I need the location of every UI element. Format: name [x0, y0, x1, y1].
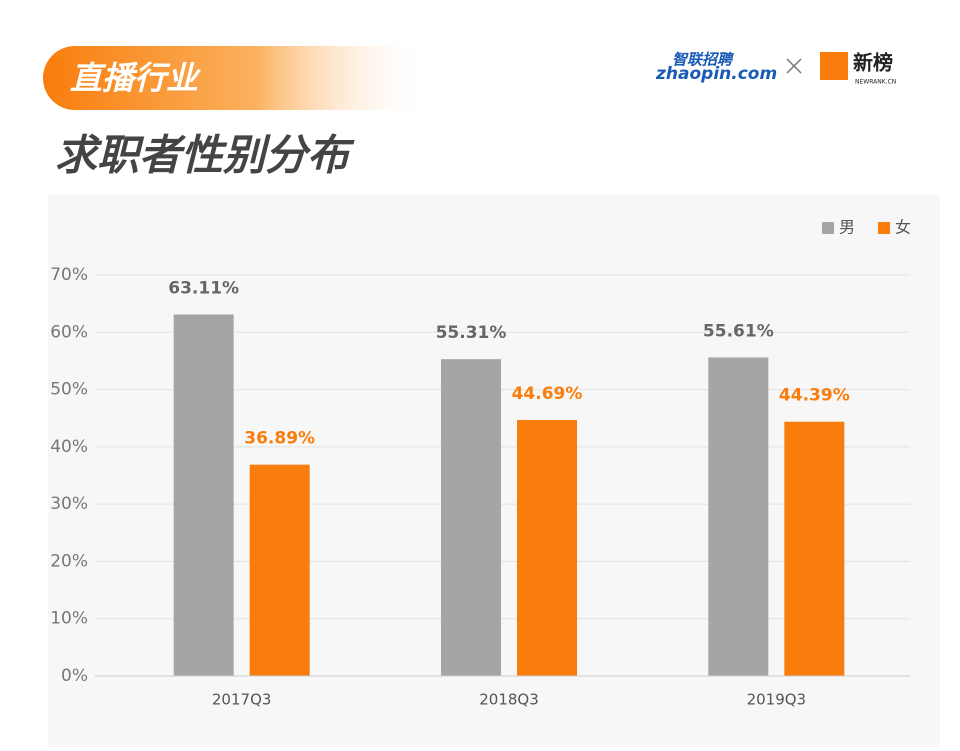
x-tick-label: 2018Q3	[479, 691, 539, 709]
header-title: 求职者性别分布	[55, 131, 355, 180]
x-tick-label: 2017Q3	[212, 691, 272, 709]
y-tick-label: 0%	[61, 666, 88, 686]
legend-label: 女	[895, 218, 911, 237]
bar	[708, 357, 769, 676]
value-label: 55.61%	[703, 321, 774, 341]
value-label: 55.31%	[436, 323, 507, 343]
bar	[517, 419, 577, 676]
logo-zhaopin-en: zhaopin.com	[655, 64, 777, 84]
value-label: 36.89%	[244, 429, 315, 449]
bar	[441, 359, 501, 676]
tag-pill	[43, 46, 430, 110]
header-tag: 直播行业	[70, 59, 201, 97]
y-tick-label: 70%	[50, 265, 88, 285]
y-tick-label: 60%	[50, 322, 88, 342]
y-tick-label: 30%	[50, 494, 88, 514]
logo-cross	[786, 58, 802, 74]
value-label: 63.11%	[168, 278, 239, 298]
legend-label: 男	[839, 218, 855, 237]
bar	[784, 421, 845, 676]
y-tick-label: 40%	[50, 437, 88, 457]
value-label: 44.39%	[779, 386, 850, 406]
logo-newrank-en: NEWRANK.CN	[855, 79, 896, 86]
y-tick-label: 20%	[50, 551, 88, 571]
legend-swatch	[878, 222, 890, 234]
x-tick-label: 2019Q3	[747, 691, 807, 709]
legend-swatch	[822, 222, 834, 234]
bar	[249, 464, 310, 676]
logo-zhaopin-cn: 智联招聘	[672, 51, 734, 69]
logo-newrank-icon	[820, 52, 848, 80]
value-label: 44.69%	[512, 384, 583, 404]
y-tick-label: 10%	[50, 609, 88, 629]
y-tick-label: 50%	[50, 380, 88, 400]
bar	[173, 314, 234, 676]
logo-newrank-cn: 新榜	[853, 51, 893, 75]
